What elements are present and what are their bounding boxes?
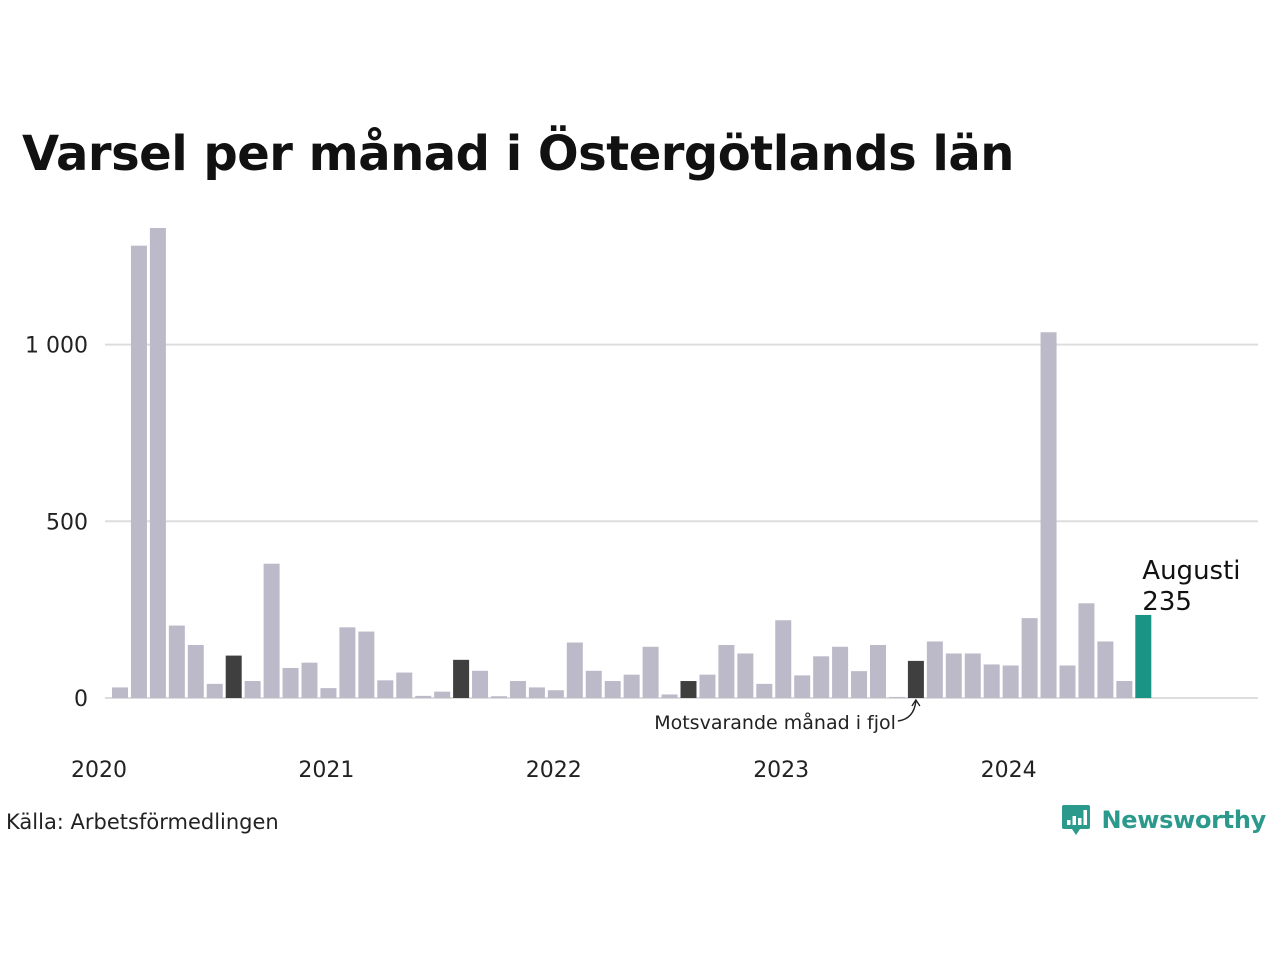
bar [149,228,166,698]
bar [1040,332,1057,698]
bar [888,696,905,698]
x-tick-label: 2020 [71,758,127,783]
bar [907,660,924,698]
bar [206,683,223,698]
y-tick-label: 1 000 [25,334,88,359]
current-value-label: 235 [1142,587,1192,617]
bar [358,631,375,698]
bar [1021,618,1038,698]
bar [396,672,413,698]
bar [642,646,659,698]
bar [566,642,583,698]
bar [377,680,394,698]
x-axis-ticks: 2020 2021 2022 2023 2024 [71,758,1037,783]
bar [263,563,280,698]
bar [187,644,204,698]
bar [491,696,507,698]
bar [339,627,356,698]
bar [813,656,830,698]
bar [680,681,697,698]
bar [870,644,886,698]
bar [130,245,147,698]
brand-name: Newsworthy [1101,806,1266,834]
bar [509,681,526,698]
x-tick-label: 2022 [526,758,582,783]
bar [832,646,849,698]
x-tick-label: 2021 [298,758,354,783]
bar [244,681,261,698]
bar [453,659,470,698]
bar [718,644,735,698]
bar [661,694,678,698]
bar-current-month [1135,614,1152,698]
bar [112,687,128,698]
bar [585,670,602,698]
annotations: Augusti 235 Motsvarande månad i fjol [654,556,1240,734]
bar [1116,681,1133,698]
source-note: Källa: Arbetsförmedlingen [6,810,279,834]
bar [983,664,1000,698]
chart-title: Varsel per månad i Östergötlands län [22,126,1014,182]
bar [851,671,868,698]
bar [945,653,962,698]
bar [623,674,640,698]
brand-logo: Newsworthy [1061,803,1266,837]
bar [964,653,981,698]
bar [699,674,716,698]
bar [528,687,545,698]
bar [926,641,943,698]
bar [794,675,811,698]
bar [737,653,754,698]
bar-chart-speech-bubble-icon [1062,805,1091,835]
bar [756,683,773,698]
y-tick-label: 500 [46,510,88,535]
bar [320,688,337,698]
bar [1059,665,1076,698]
annotation-arrow [897,700,917,722]
bar [301,662,318,698]
bar-chart: 0 500 1 000 2020 2021 2022 2023 2024 Augusti 2… [25,228,1258,783]
bar [1002,665,1019,698]
y-axis-ticks: 0 500 1 000 [25,334,88,712]
annotation-arrowhead [911,698,921,707]
bar [434,691,451,698]
bar [472,670,489,698]
bar [1097,641,1114,698]
bar [168,625,185,698]
previous-year-annotation: Motsvarande månad i fjol [654,711,896,734]
bar [604,681,621,698]
bar [282,667,299,698]
x-tick-label: 2023 [753,758,809,783]
bar [415,695,432,698]
bar [775,620,792,698]
bars [112,228,1152,698]
current-month-label: Augusti [1142,556,1240,586]
x-tick-label: 2024 [981,758,1037,783]
bar [1078,603,1095,698]
bar [225,655,242,698]
y-tick-label: 0 [74,687,88,712]
bar [547,690,564,698]
